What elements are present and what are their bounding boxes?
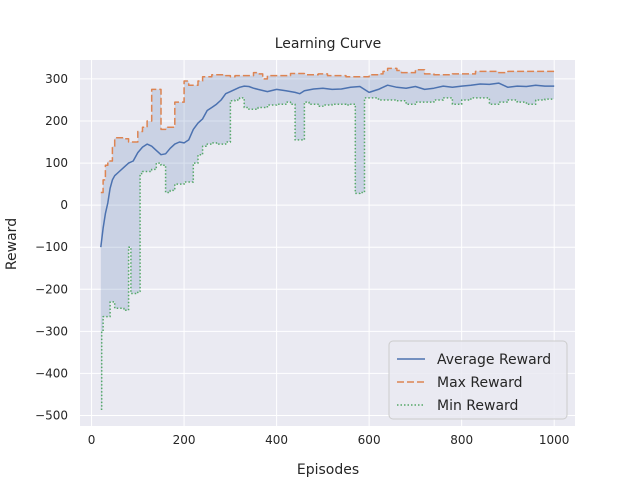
y-tick-label: 0: [60, 198, 68, 212]
y-axis-ticks: −500 −400 −300 −200 −100 0 100 200 300: [35, 72, 68, 423]
chart-title: Learning Curve: [275, 36, 382, 52]
y-tick-label: −500: [35, 408, 68, 422]
y-tick-label: 300: [45, 72, 68, 86]
y-tick-label: 200: [45, 114, 68, 128]
series-lines: [100, 67, 555, 410]
legend: Average Reward Max Reward Min Reward: [388, 340, 568, 420]
y-tick-label: −300: [35, 324, 68, 338]
y-tick-label: 100: [45, 156, 68, 170]
y-axis-label: Reward: [4, 218, 20, 270]
y-tick-label: −400: [35, 366, 68, 380]
x-axis-ticks: 0 200 400 600 800 1000: [88, 433, 570, 447]
series-line-average-reward: [100, 82, 555, 248]
x-tick-label: 200: [173, 433, 196, 447]
x-tick-label: 400: [265, 433, 288, 447]
x-axis-label: Episodes: [297, 462, 359, 478]
legend-label-min-reward: Min Reward: [437, 398, 518, 414]
y-tick-label: −100: [35, 240, 68, 254]
x-tick-label: 0: [88, 433, 96, 447]
legend-label-average-reward: Average Reward: [437, 352, 551, 368]
series-line-min-reward: [100, 97, 555, 410]
y-tick-label: −200: [35, 282, 68, 296]
legend-box: [388, 340, 568, 420]
x-tick-label: 800: [450, 433, 473, 447]
x-tick-label: 600: [358, 433, 381, 447]
legend-label-max-reward: Max Reward: [437, 375, 523, 391]
x-tick-label: 1000: [539, 433, 570, 447]
series-line-max-reward: [100, 67, 555, 194]
